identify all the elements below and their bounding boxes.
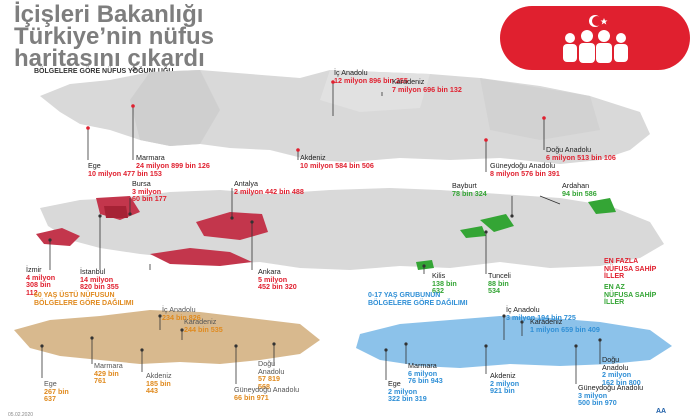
under17-akdeniz: Akdeniz 2 milyon 921 bin: [490, 371, 520, 395]
under17-karadeniz: Karadeniz 1 milyon 659 bin 409: [530, 317, 600, 334]
label-marmara: Marmara 24 milyon 899 bin 126: [136, 153, 210, 170]
page-title: İçişleri Bakanlığı Türkiye’nin nüfus har…: [14, 1, 414, 72]
turkey-map-regions: [40, 70, 650, 164]
under17-doguanadolu: Doğu Anadolu 2 milyon 162 bin 800: [602, 355, 641, 387]
aa-logo: AA: [656, 408, 667, 415]
label-tunceli: Tunceli 88 bin 534: [488, 271, 511, 295]
city-bayburt-shape: [460, 226, 486, 238]
label-ege: Ege 10 milyon 477 bin 153: [88, 161, 162, 178]
city-bursa-shape: [104, 206, 128, 218]
label-kilis: Kilis 138 bin 632: [432, 271, 457, 295]
label-akdeniz: Akdeniz 10 milyon 584 bin 506: [300, 153, 374, 170]
title-line-1: İçişleri Bakanlığı: [14, 1, 204, 28]
city-antalya-shape: [150, 248, 252, 266]
city-tunceli-shape: [480, 214, 514, 232]
regional-density-heading: BÖLGELERE GÖRE NÜFUS YOĞUNLUĞU: [34, 68, 174, 75]
population-people-icon: [563, 15, 628, 63]
label-izmir: İzmir 4 milyon 308 bin 112: [26, 265, 56, 297]
over60-icanadolu: İç Anadolu 234 bin 826: [162, 305, 201, 322]
label-bayburt: Bayburt 78 bin 324: [452, 181, 487, 198]
over60-akdeniz: Akdeniz 185 bin 443: [146, 371, 172, 395]
over60-guneydogu: Güneydoğu Anadolu 66 bin 971: [234, 385, 300, 402]
label-istanbul: İstanbul 14 milyon 820 bin 355: [80, 267, 119, 291]
city-izmir-shape: [36, 228, 80, 246]
label-ardahan: Ardahan 94 bin 586: [562, 181, 597, 198]
footer-date: 05.02.2020: [8, 412, 34, 418]
turkey-map-under17: [356, 316, 672, 368]
over60-doguanadolu: Doğu Anadolu 57 819 568: [258, 359, 285, 391]
city-ankara-shape: [196, 212, 268, 240]
turkey-map-cities: [36, 188, 664, 270]
logo-badge: [500, 6, 690, 70]
over60-karadeniz: Karadeniz 244 bin 535: [184, 317, 223, 334]
title-line-2: Türkiye’nin nüfus: [14, 23, 215, 50]
legend-most-populated: EN FAZLA NÜFUSA SAHİP İLLER: [604, 258, 657, 280]
under17-marmara: Marmara 6 milyon 76 bin 943: [408, 361, 443, 385]
under17-heading: 0-17 YAŞ GRUBUNUN BÖLGELERE GÖRE DAĞILIM…: [368, 292, 468, 307]
label-doguanadolu: Doğu Anadolu 6 milyon 513 bin 106: [546, 145, 616, 162]
label-antalya: Antalya 2 milyon 442 bin 488: [234, 179, 304, 196]
under17-guneydogu: Güneydoğu Anadolu 3 milyon 500 bin 970: [578, 383, 644, 407]
label-icanadolu: İç Anadolu 12 milyon 896 bin 255: [334, 68, 408, 85]
city-ardahan-shape: [588, 198, 616, 214]
title-line-3: haritasını çıkardı: [14, 45, 205, 72]
label-bursa: Bursa 3 milyon 60 bin 177: [132, 179, 167, 203]
legend-least-populated: EN AZ NÜFUSA SAHİP İLLER: [604, 284, 657, 306]
label-ankara: Ankara 5 milyon 452 bin 320: [258, 267, 297, 291]
label-guneydogu: Güneydoğu Anadolu 8 milyon 576 bin 391: [490, 161, 560, 178]
label-karadeniz: Karadeniz 7 milyon 696 bin 132: [392, 77, 462, 94]
turkey-map-over60: [14, 310, 320, 364]
under17-icanadolu: İç Anadolu 3 milyon 194 bin 725: [506, 305, 576, 322]
over60-marmara: Marmara 429 bin 761: [94, 361, 123, 385]
over60-heading: 60 YAŞ ÜSTÜ NÜFUSUN BÖLGELERE GÖRE DAĞIL…: [34, 292, 134, 307]
under17-ege: Ege 2 milyon 322 bin 319: [388, 379, 427, 403]
over60-ege: Ege 267 bin 637: [44, 379, 69, 403]
